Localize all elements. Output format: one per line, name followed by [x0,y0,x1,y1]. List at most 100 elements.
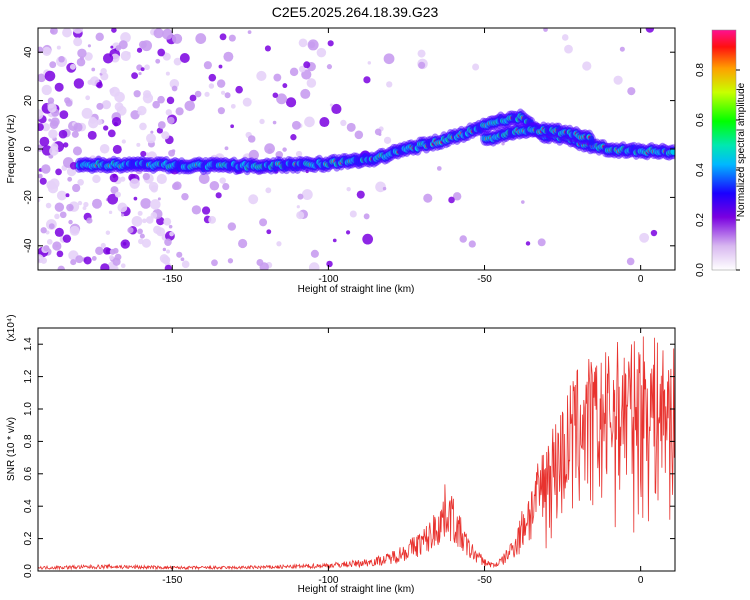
noise-cell [126,51,131,56]
noise-cell [142,218,147,224]
snr-y-tick-label: 0.6 [23,466,34,480]
noise-cell [56,45,61,50]
noise-cell [181,260,190,269]
noise-cell [300,88,311,99]
noise-cell [276,241,282,247]
noise-cell [164,264,173,270]
noise-cell [139,233,145,239]
noise-cell [63,142,69,148]
noise-cell [582,61,592,71]
noise-cell [220,90,226,95]
noise-cell [146,133,156,144]
noise-cell [304,116,315,128]
noise-cell [41,123,51,132]
noise-cell [65,193,70,198]
noise-cell [48,129,58,139]
snr-series-line [38,336,675,571]
noise-cell [73,78,85,89]
noise-cell [537,238,546,247]
noise-cell [303,61,311,69]
noise-cell [362,233,374,245]
noise-cell [100,263,110,270]
noise-cell [543,28,548,32]
noise-cell [619,46,625,52]
noise-cell [56,250,64,258]
noise-cell [346,186,351,192]
noise-cell [58,129,68,139]
figure-title: C2E5.2025.264.18.39.G23 [272,4,439,20]
noise-cell [215,192,222,199]
noise-cell [120,176,126,182]
noise-cell [103,125,109,131]
ridge-cell [588,135,595,146]
noise-cell [161,131,170,140]
noise-cell [238,238,248,249]
noise-cell [173,57,182,66]
snr-plot-area [38,328,675,571]
noise-cell [564,44,573,54]
noise-cell [308,262,320,270]
noise-cell [639,232,650,243]
noise-cell [285,97,297,108]
noise-cell [73,122,83,132]
noise-cell [100,67,107,75]
noise-cell [171,33,183,44]
noise-cell [96,81,103,89]
noise-cell [112,257,121,266]
noise-cell [382,186,387,191]
noise-cell [150,185,158,193]
noise-cell [184,100,195,112]
noise-cell [219,33,227,41]
noise-cell [219,177,226,184]
noise-cell [218,64,223,69]
noise-cell [375,181,386,193]
colorbar-tick-label: 0.0 [695,263,706,277]
noise-cell [43,245,50,252]
noise-cell [354,130,364,140]
snr-y-tick-label: 1.2 [23,369,34,383]
spectrogram-panel: -150 -100 -50 0 -40 -20 0 20 40 Height of strai… [6,27,676,295]
noise-cell [295,150,303,158]
spectrogram-y-axis-label: Frequency (Hz) [6,115,17,184]
noise-cell [259,118,265,125]
noise-cell [247,30,252,35]
noise-cell [66,203,74,212]
noise-cell [54,82,64,92]
noise-cell [189,94,197,102]
noise-cell [142,172,150,181]
noise-cell [112,144,122,154]
noise-cell [138,40,147,49]
noise-cell [423,193,433,203]
noise-cell [91,255,97,261]
noise-cell [307,39,319,51]
snr-y-tick-label: 0.2 [23,531,34,545]
noise-cell [172,182,180,191]
noise-cell [297,193,304,200]
noise-cell [331,103,342,115]
noise-cell [100,242,106,249]
noise-cell [59,211,67,219]
noise-cell [83,201,89,208]
noise-cell [217,107,225,115]
noise-cell [346,122,356,132]
noise-cell [211,259,218,267]
noise-cell [87,130,97,140]
noise-cell [110,53,120,63]
noise-cell [195,33,207,44]
noise-cell [142,93,154,104]
noise-cell [167,116,175,125]
noise-cell [166,249,171,254]
noise-cell [120,213,125,217]
noise-cell [47,103,57,113]
noise-cell [272,120,277,125]
noise-cell [153,28,164,39]
noise-cell [62,234,72,243]
snr-x-tick-label: 0 [638,575,644,586]
noise-cell [175,107,184,116]
noise-cell [85,95,91,101]
noise-cell [41,84,52,96]
snr-x-tick-label: -100 [318,575,338,586]
noise-cell [301,189,313,201]
noise-cell [472,63,480,71]
noise-cell [436,166,442,171]
